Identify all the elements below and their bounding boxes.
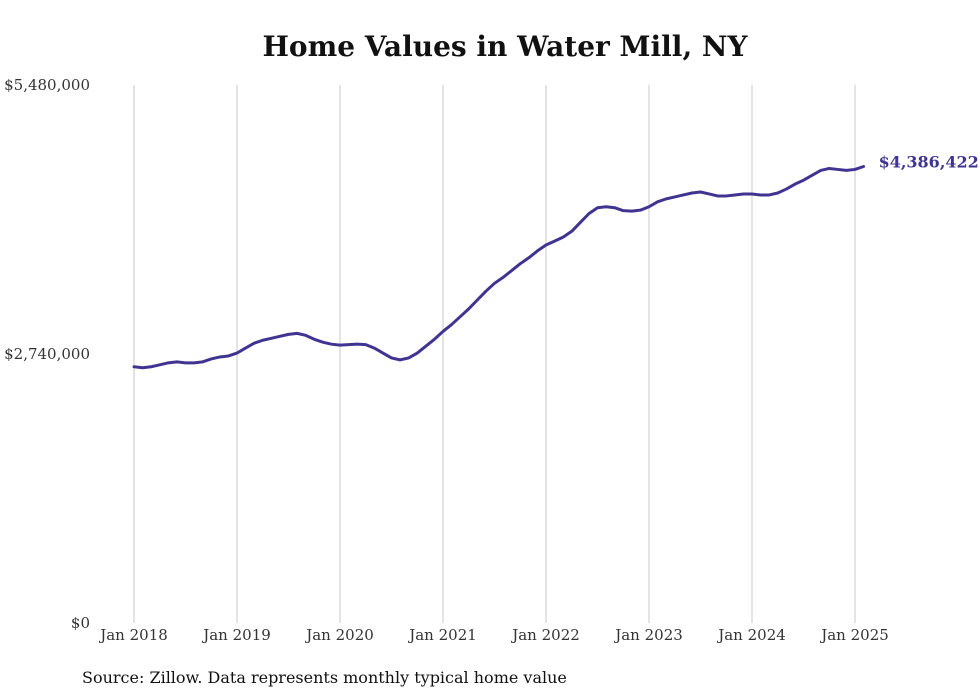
y-tick-label: $5,480,000 <box>4 76 90 94</box>
y-tick-label: $0 <box>71 614 90 632</box>
chart-title: Home Values in Water Mill, NY <box>262 30 748 63</box>
x-tick-label: Jan 2022 <box>510 626 580 644</box>
x-tick-label: Jan 2024 <box>716 626 786 644</box>
series-line <box>132 164 866 370</box>
x-axis-ticks: Jan 2018 Jan 2019 Jan 2020 Jan 2021 Jan 2022… <box>98 626 889 644</box>
x-tick-label: Jan 2023 <box>613 626 683 644</box>
x-tick-label: Jan 2025 <box>819 626 889 644</box>
x-tick-label: Jan 2020 <box>304 626 374 644</box>
x-tick-label: Jan 2018 <box>98 626 168 644</box>
y-tick-label: $2,740,000 <box>4 345 90 363</box>
x-tick-label: Jan 2021 <box>407 626 477 644</box>
x-tick-label: Jan 2019 <box>201 626 271 644</box>
y-axis-ticks: $0 $2,740,000 $5,480,000 <box>4 76 90 632</box>
source-note: Source: Zillow. Data represents monthly … <box>82 668 567 687</box>
last-value-label: $4,386,422 <box>879 152 979 171</box>
grid-lines <box>133 85 856 623</box>
